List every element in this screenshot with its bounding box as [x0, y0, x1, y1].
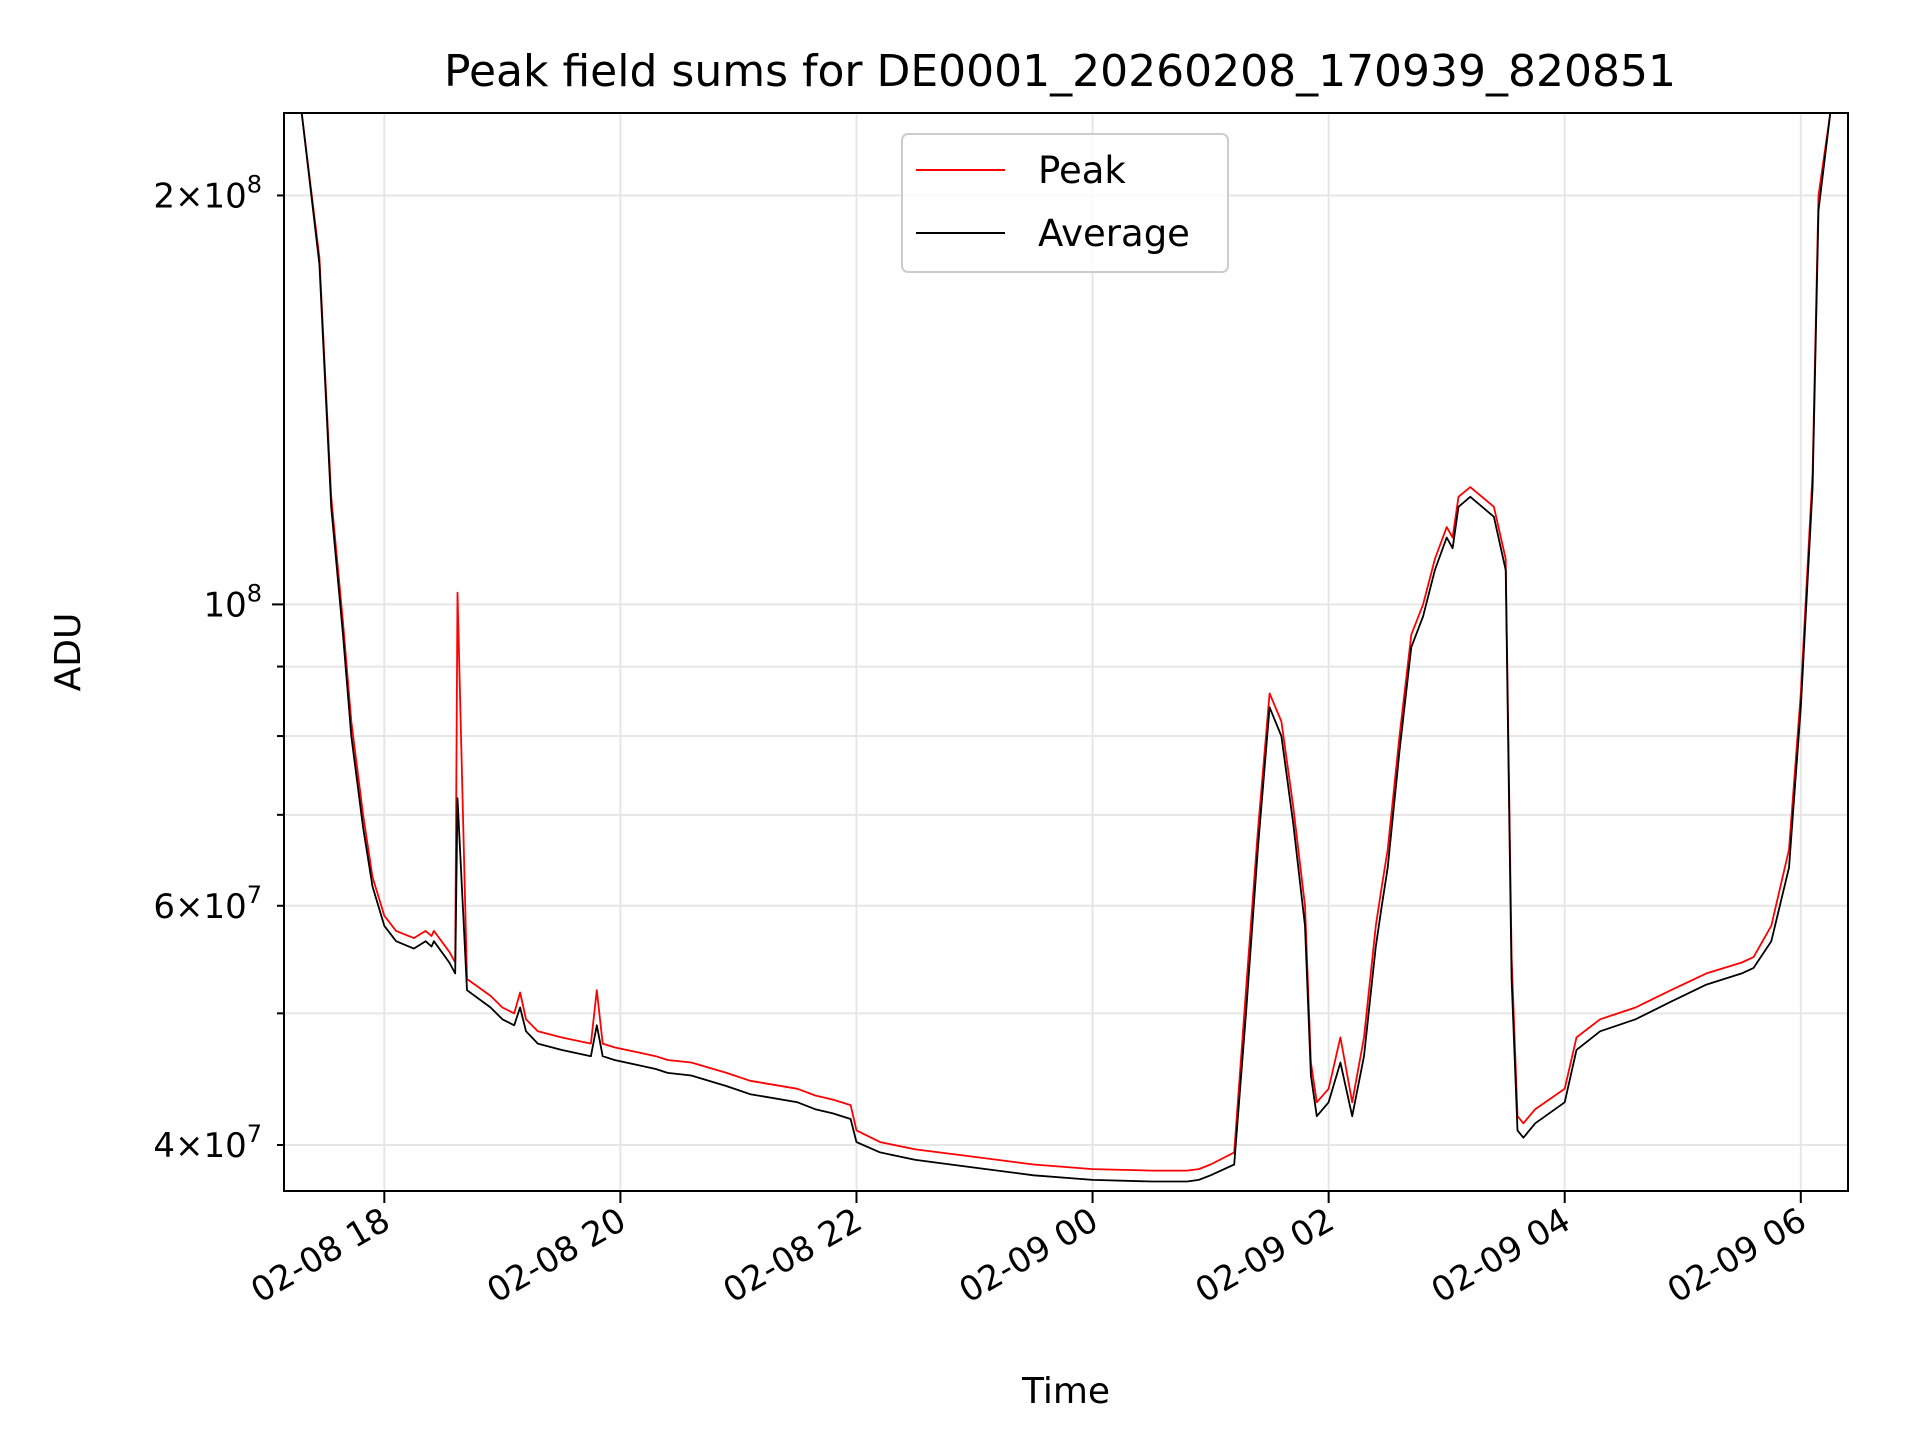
y-axis-label: ADU [48, 613, 89, 692]
plot-frame [283, 112, 1849, 1192]
y-tick-label: 2×108 [153, 170, 262, 216]
y-tick-base: 10 [203, 1126, 246, 1166]
y-tick-times: × [175, 887, 204, 927]
y-tick-base: 10 [203, 585, 246, 625]
y-tick-multiplier: 2 [153, 176, 175, 216]
x-tick-label: 02-09 02 [1189, 1200, 1341, 1311]
series-line-average [284, 113, 1848, 1183]
x-tick-label: 02-08 20 [481, 1200, 633, 1311]
legend-label-average: Average [1038, 212, 1190, 255]
x-axis-label: Time [1021, 1371, 1110, 1412]
y-tick-exponent: 7 [247, 881, 262, 909]
y-tick-exponent: 8 [247, 170, 262, 198]
grid-lines [284, 113, 1848, 1191]
legend-box [901, 133, 1229, 273]
y-tick-multiplier: 4 [153, 1126, 175, 1166]
y-tick-exponent: 8 [247, 579, 262, 607]
chart-title: Peak field sums for DE0001_20260208_1709… [444, 46, 1676, 97]
legend-label-peak: Peak [1038, 149, 1126, 192]
y-tick-times: × [175, 176, 204, 216]
y-tick-base: 10 [203, 887, 246, 927]
x-tick-label: 02-08 22 [717, 1200, 869, 1311]
series-line-peak [284, 113, 1848, 1172]
y-tick-label: 4×107 [153, 1120, 262, 1166]
y-tick-exponent: 7 [247, 1120, 262, 1148]
x-tick-label: 02-09 04 [1425, 1200, 1577, 1311]
x-tick-label: 02-09 00 [953, 1200, 1105, 1311]
legend: Peak Average [901, 133, 1229, 273]
y-tick-multiplier: 6 [153, 887, 175, 927]
y-tick-times: × [175, 1126, 204, 1166]
x-tick-label: 02-09 06 [1661, 1200, 1813, 1311]
y-tick-base: 10 [203, 176, 246, 216]
series-layer [284, 113, 1848, 1183]
x-tick-label: 02-08 18 [244, 1200, 396, 1311]
y-tick-label: 108 [203, 579, 262, 625]
y-tick-label: 6×107 [153, 881, 262, 927]
